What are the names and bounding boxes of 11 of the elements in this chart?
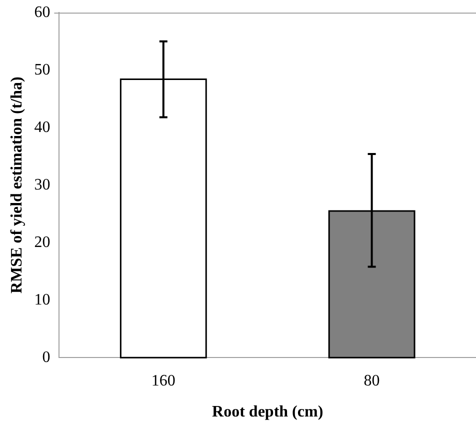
y-tick-label: 30 — [34, 176, 50, 194]
y-axis-title: RMSE of yield estimation (t/ha) — [8, 76, 26, 294]
x-axis-title: Root depth (cm) — [212, 404, 324, 421]
y-tick-label: 20 — [34, 234, 50, 251]
y-tick-label: 60 — [34, 4, 50, 21]
x-tick-label: 80 — [364, 372, 380, 390]
y-tick-label: 40 — [34, 118, 50, 136]
x-tick-label: 160 — [151, 372, 176, 390]
y-tick-label: 50 — [34, 61, 50, 78]
y-tick-label: 0 — [42, 348, 50, 366]
y-tick-label: 10 — [34, 291, 50, 308]
